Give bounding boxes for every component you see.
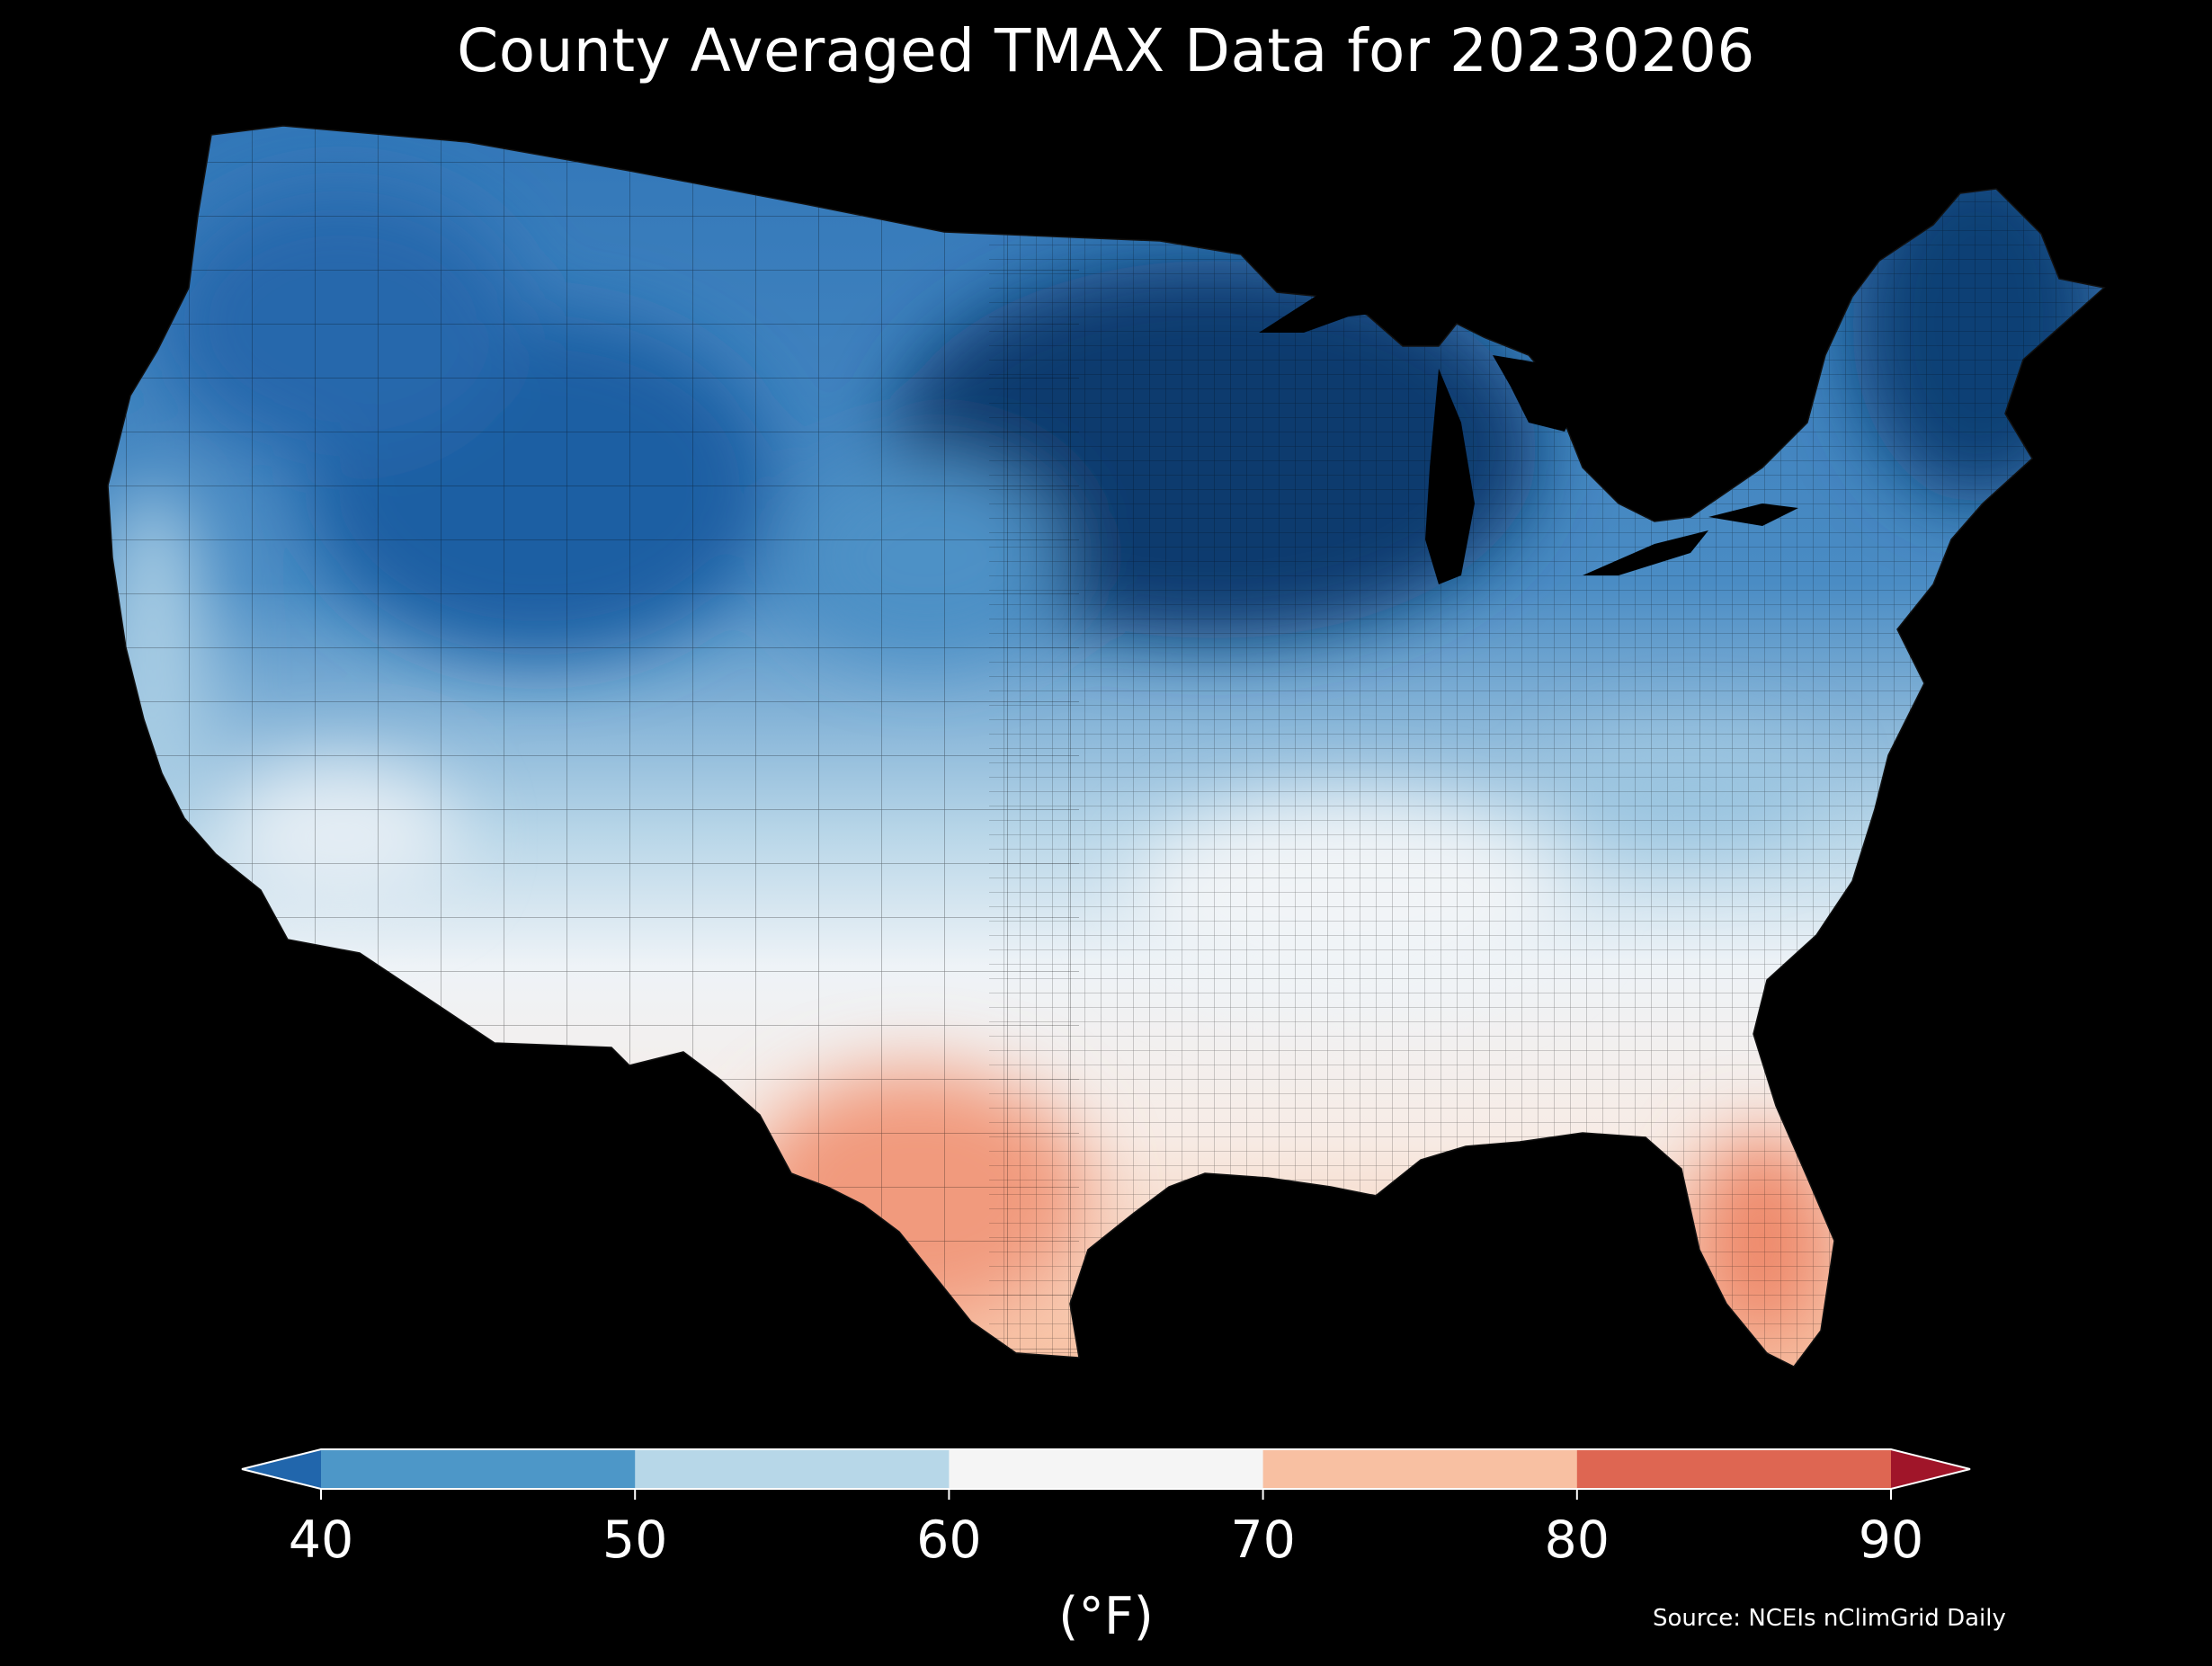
colorbar-bin [949,1449,1264,1489]
colorbar-tick-label: 50 [602,1510,668,1570]
colorbar-unit-label: (°F) [1058,1587,1154,1646]
map-title: County Averaged TMAX Data for 20230206 [457,16,1755,85]
source-attribution: Source: NCEIs nClimGrid Daily [1653,1605,2006,1632]
colorbar-tick-label: 70 [1230,1510,1296,1570]
colorbar-tick-label: 80 [1544,1510,1610,1570]
colorbar-bin [1576,1449,1892,1489]
colorbar-bin [1262,1449,1578,1489]
colorbar-bin [635,1449,950,1489]
colorbar-bin [1891,1449,1970,1489]
colorbar-tick-label: 40 [288,1510,354,1570]
colorbar-tick-label: 60 [916,1510,982,1570]
colorbar-tick-label: 90 [1858,1510,1924,1570]
colorbar-bin [321,1449,636,1489]
great-lakes [1259,283,1798,584]
colorbar-bin [242,1449,321,1489]
